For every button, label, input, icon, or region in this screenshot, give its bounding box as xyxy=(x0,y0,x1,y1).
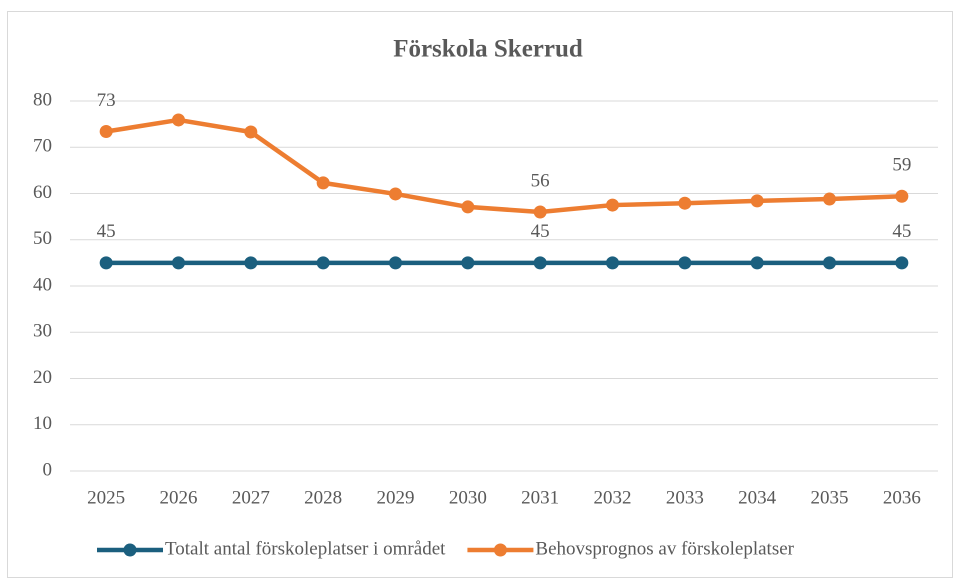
x-tick-label: 2036 xyxy=(883,487,921,508)
data-point xyxy=(389,187,402,201)
legend-label: Behovsprognos av förskoleplatser xyxy=(535,538,794,559)
data-label: 73 xyxy=(97,90,116,111)
data-label: 56 xyxy=(531,170,550,191)
data-point xyxy=(823,256,836,270)
data-point xyxy=(316,176,330,190)
data-point xyxy=(678,256,692,270)
y-tick-label: 0 xyxy=(43,459,53,480)
data-point xyxy=(99,256,113,270)
chart-border xyxy=(7,11,953,578)
data-label: 45 xyxy=(531,221,550,242)
data-point xyxy=(533,256,547,270)
data-point xyxy=(461,200,475,214)
series-line xyxy=(105,117,902,215)
legend-marker xyxy=(493,543,507,557)
data-point xyxy=(461,256,475,270)
data-point xyxy=(533,205,547,219)
x-tick-label: 2026 xyxy=(160,487,198,508)
data-point xyxy=(895,189,909,203)
y-tick-label: 60 xyxy=(33,182,52,203)
data-point xyxy=(895,256,909,270)
y-tick-label: 20 xyxy=(33,367,52,388)
data-label: 45 xyxy=(97,221,116,242)
x-tick-label: 2033 xyxy=(666,487,704,508)
data-point xyxy=(244,125,258,139)
y-tick-label: 30 xyxy=(33,321,52,342)
data-point xyxy=(678,196,692,210)
x-tick-label: 2030 xyxy=(449,487,487,508)
legend-label: Totalt antal förskoleplatser i området xyxy=(165,538,446,559)
x-tick-label: 2034 xyxy=(738,487,777,508)
x-tick-label: 2027 xyxy=(232,487,270,508)
data-point xyxy=(172,256,185,270)
x-tick-label: 2031 xyxy=(521,487,559,508)
x-tick-label: 2035 xyxy=(811,487,849,508)
x-tick-label: 2028 xyxy=(304,487,342,508)
x-tick-label: 2032 xyxy=(594,487,632,508)
x-tick-label: 2025 xyxy=(87,487,125,508)
data-label: 45 xyxy=(892,221,911,242)
data-point xyxy=(389,256,402,270)
data-label: 59 xyxy=(892,155,911,176)
y-tick-label: 70 xyxy=(33,136,52,157)
data-point xyxy=(750,256,764,270)
data-point xyxy=(244,256,258,270)
y-tick-label: 10 xyxy=(33,413,52,434)
data-point xyxy=(823,192,836,206)
data-point xyxy=(316,256,330,270)
chart-title: Förskola Skerrud xyxy=(393,36,583,63)
data-point xyxy=(606,256,619,270)
legend-marker xyxy=(123,543,137,557)
data-point xyxy=(750,194,764,208)
y-tick-label: 80 xyxy=(33,89,52,110)
data-point xyxy=(99,125,113,139)
data-point xyxy=(606,198,619,212)
y-tick-label: 50 xyxy=(33,228,52,249)
x-tick-label: 2029 xyxy=(377,487,415,508)
y-tick-label: 40 xyxy=(33,274,52,295)
data-point xyxy=(172,113,185,127)
